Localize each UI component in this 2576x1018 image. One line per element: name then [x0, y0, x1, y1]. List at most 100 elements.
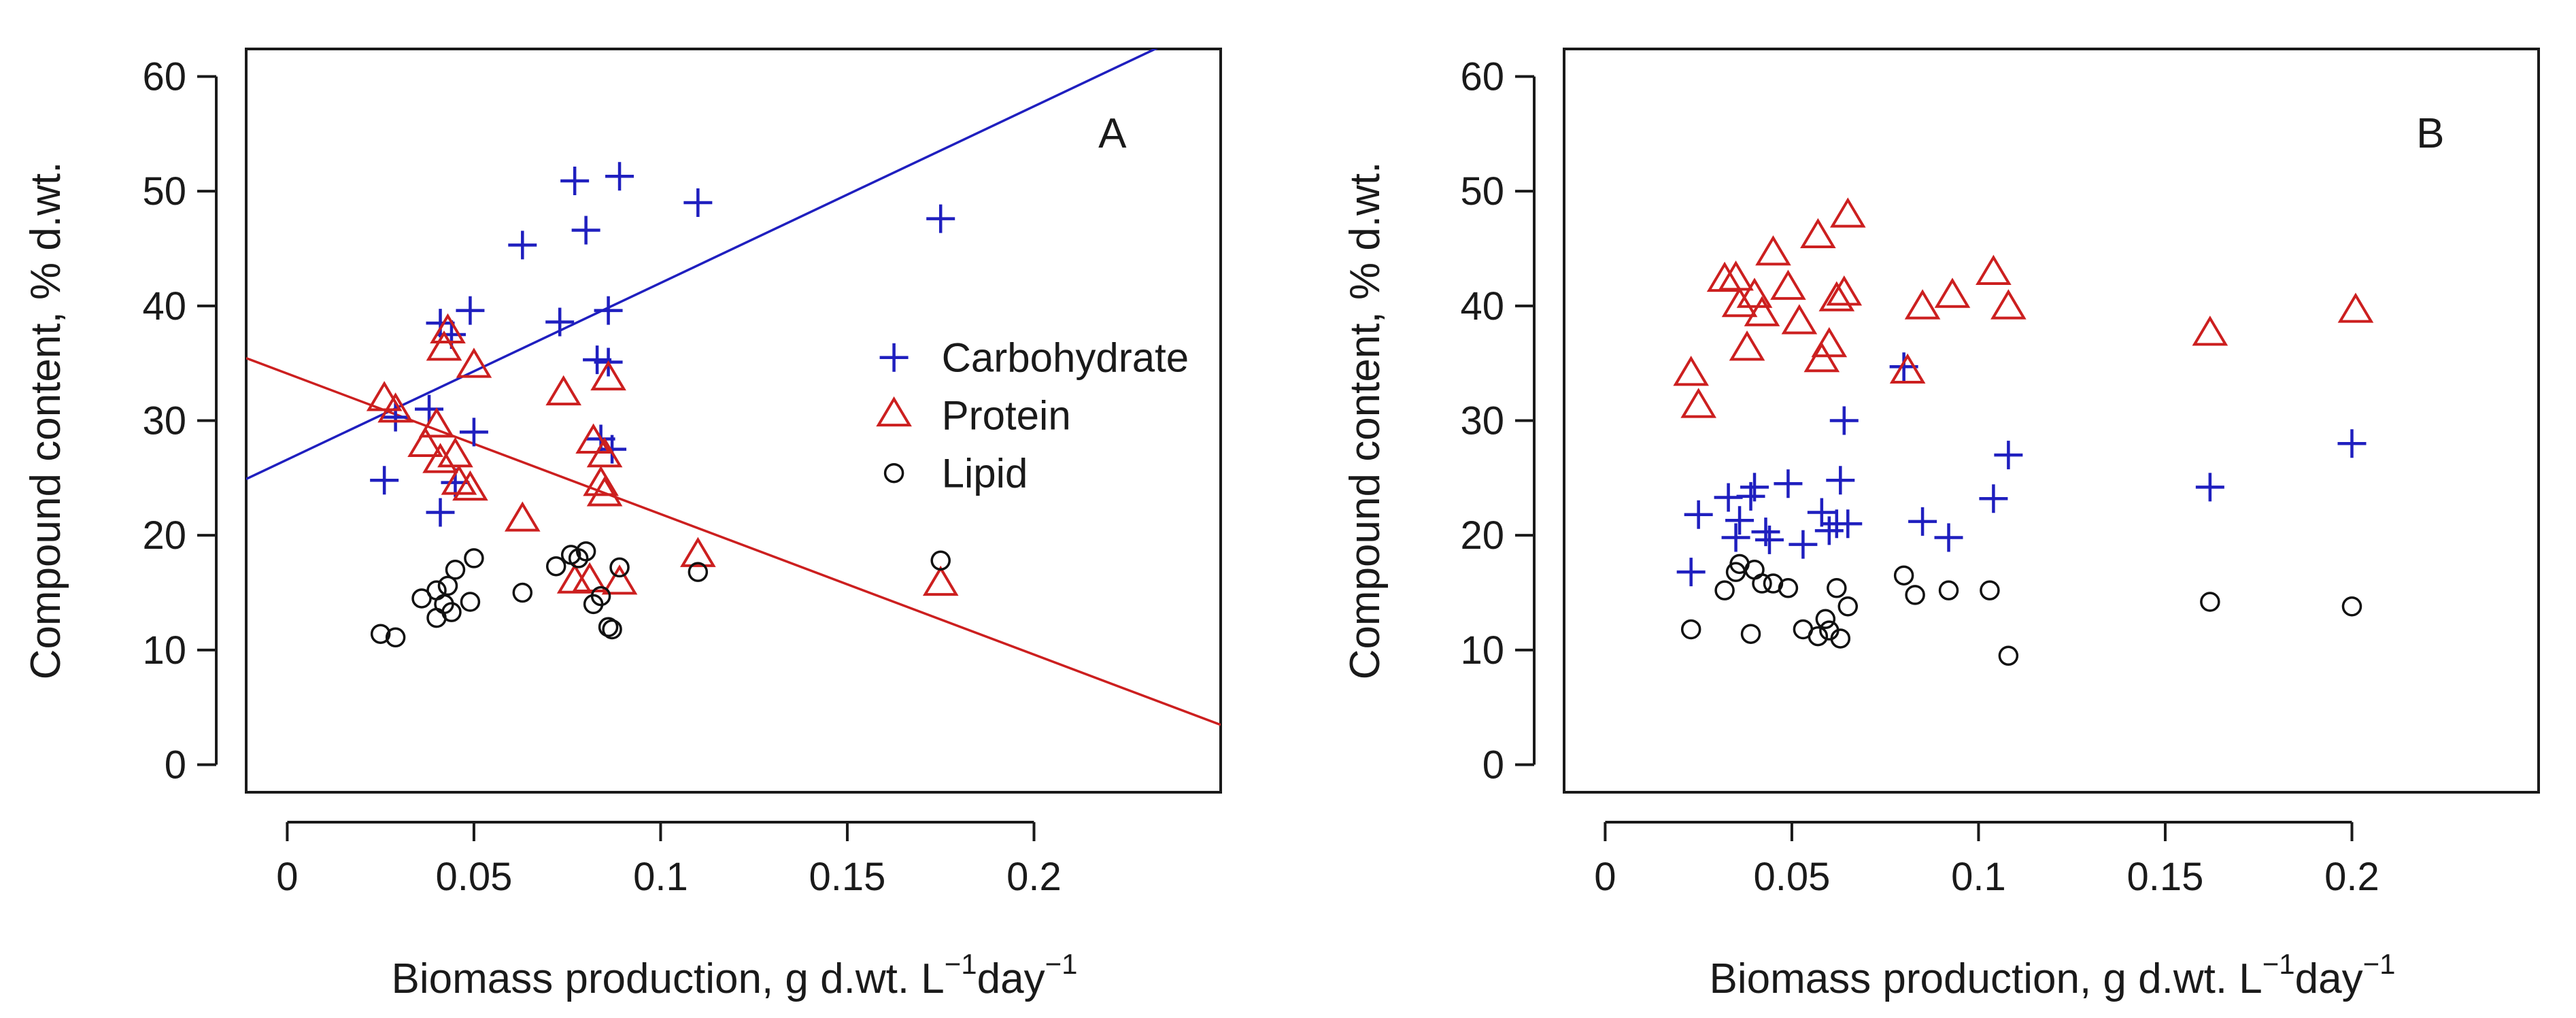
- lipid-point: [1837, 596, 1859, 617]
- protein-point: [1781, 304, 1818, 335]
- lipid-point: [1815, 609, 1836, 630]
- carbohydrate-point: [1833, 509, 1863, 539]
- carbohydrate-point: [415, 394, 444, 424]
- y-tick-label: 20: [142, 513, 186, 558]
- carbohydrate-point: [594, 296, 623, 325]
- protein-point: [422, 443, 458, 473]
- carbohydrate-point: [1676, 558, 1706, 587]
- carbohydrate-point: [1721, 523, 1750, 552]
- protein-point: [1770, 269, 1806, 300]
- carbohydrate-point: [2195, 473, 2224, 502]
- carbohydrate-point: [571, 216, 600, 245]
- series-lipid: [370, 541, 951, 648]
- lipid-point: [464, 548, 484, 569]
- panel-A: 0 10 20 30 40 50 60 0 0.05 0.1 0.15 0.2 Compound con…: [22, 48, 1222, 1002]
- y-tick-label: 30: [142, 399, 186, 443]
- protein-point: [1680, 388, 1716, 418]
- carbohydrate-point: [1725, 506, 1755, 535]
- lipid-point: [1752, 573, 1772, 594]
- carbohydrate-point: [560, 166, 590, 195]
- y-tick-label: 0: [1482, 743, 1504, 787]
- x-tick-label: 0.05: [1753, 855, 1830, 899]
- lipid-point: [1763, 573, 1784, 594]
- legend-lipid-symbol: [883, 462, 904, 483]
- lipid-point: [1680, 619, 1701, 640]
- x-tick-label: 0.15: [809, 855, 886, 899]
- protein-point: [1736, 277, 1773, 308]
- carbohydrate-point: [1814, 516, 1844, 545]
- y-tick-label: 50: [142, 169, 186, 214]
- carbohydrate-point: [1994, 441, 2023, 470]
- protein-point: [586, 437, 623, 468]
- carbohydrate-point: [1774, 469, 1803, 498]
- protein-point: [430, 313, 466, 344]
- x-axis-title: Biomass production, g d.wt. L−1day−1: [1709, 948, 2395, 1002]
- protein-point: [922, 565, 959, 596]
- lipid-point: [2341, 596, 2362, 617]
- lipid-point: [437, 575, 458, 596]
- carbohydrate-point: [1979, 484, 2008, 513]
- protein-point: [1721, 286, 1758, 318]
- y-tick-label: 30: [1460, 399, 1504, 443]
- carbohydrate-point: [456, 296, 485, 325]
- y-tick-label: 10: [1460, 628, 1504, 673]
- y-tick-label: 60: [1460, 54, 1504, 99]
- protein-point: [2192, 316, 2228, 346]
- protein-point: [1811, 326, 1848, 358]
- protein-point: [601, 564, 638, 595]
- carbohydrate-point: [683, 188, 713, 218]
- lipid-point: [1938, 580, 1959, 600]
- legend-protein-symbol: [876, 396, 912, 427]
- x-tick-label: 0.1: [633, 855, 688, 899]
- y-tick-label: 40: [142, 284, 186, 328]
- protein-point: [1673, 356, 1709, 386]
- x-axis-title: Biomass production, g d.wt. L−1day−1: [391, 948, 1077, 1002]
- lipid-point: [590, 586, 611, 607]
- protein-point: [437, 437, 473, 468]
- y-tick-label: 0: [165, 743, 186, 787]
- lipid-point: [930, 550, 951, 571]
- carbohydrate-point: [1908, 507, 1937, 536]
- lipid-point: [1778, 578, 1799, 598]
- x-tick-label: 0: [276, 855, 298, 899]
- protein-point: [571, 562, 608, 593]
- carbohydrate-point: [1829, 406, 1859, 435]
- lipid-point: [2200, 592, 2220, 612]
- protein-point: [1904, 289, 1941, 320]
- carbohydrate-point: [605, 162, 634, 191]
- x-tick-label: 0.1: [1951, 855, 2006, 899]
- lipid-point: [1998, 645, 2019, 666]
- y-tick-label: 10: [142, 628, 186, 673]
- protein-point: [377, 392, 413, 423]
- series-protein: [1673, 197, 2374, 418]
- protein-point: [1718, 260, 1754, 291]
- lipid-point: [512, 582, 533, 603]
- carbohydrate-point: [1934, 523, 1963, 552]
- protein-point: [1755, 235, 1791, 266]
- protein-point: [1976, 254, 2012, 285]
- plot-frame: [1563, 48, 2540, 794]
- lipid-point: [602, 619, 622, 640]
- protein-point: [545, 375, 581, 406]
- protein-point: [1826, 275, 1863, 306]
- legend-lipid-label: Lipid: [942, 451, 1028, 496]
- series-lipid: [1680, 554, 2362, 666]
- protein-point: [1829, 197, 1866, 228]
- carbohydrate-point: [598, 435, 627, 464]
- lipid-point: [411, 588, 432, 609]
- y-tick-label: 20: [1460, 513, 1504, 558]
- lipid-point: [545, 556, 566, 577]
- plot-frame: [245, 48, 1222, 794]
- lipid-point: [370, 624, 391, 644]
- y-tick-label: 40: [1460, 284, 1504, 328]
- carbohydrate-point: [583, 345, 612, 375]
- protein-point: [1934, 277, 1971, 308]
- lipid-point: [460, 592, 481, 612]
- carbohydrate-point: [545, 307, 575, 337]
- legend-carbohydrate-symbol: [879, 343, 909, 372]
- protein-point: [452, 470, 488, 501]
- protein-point: [1990, 289, 2027, 320]
- lipid-point: [1830, 628, 1851, 649]
- x-tick-label: 0.15: [2127, 855, 2204, 899]
- protein-point: [504, 501, 541, 532]
